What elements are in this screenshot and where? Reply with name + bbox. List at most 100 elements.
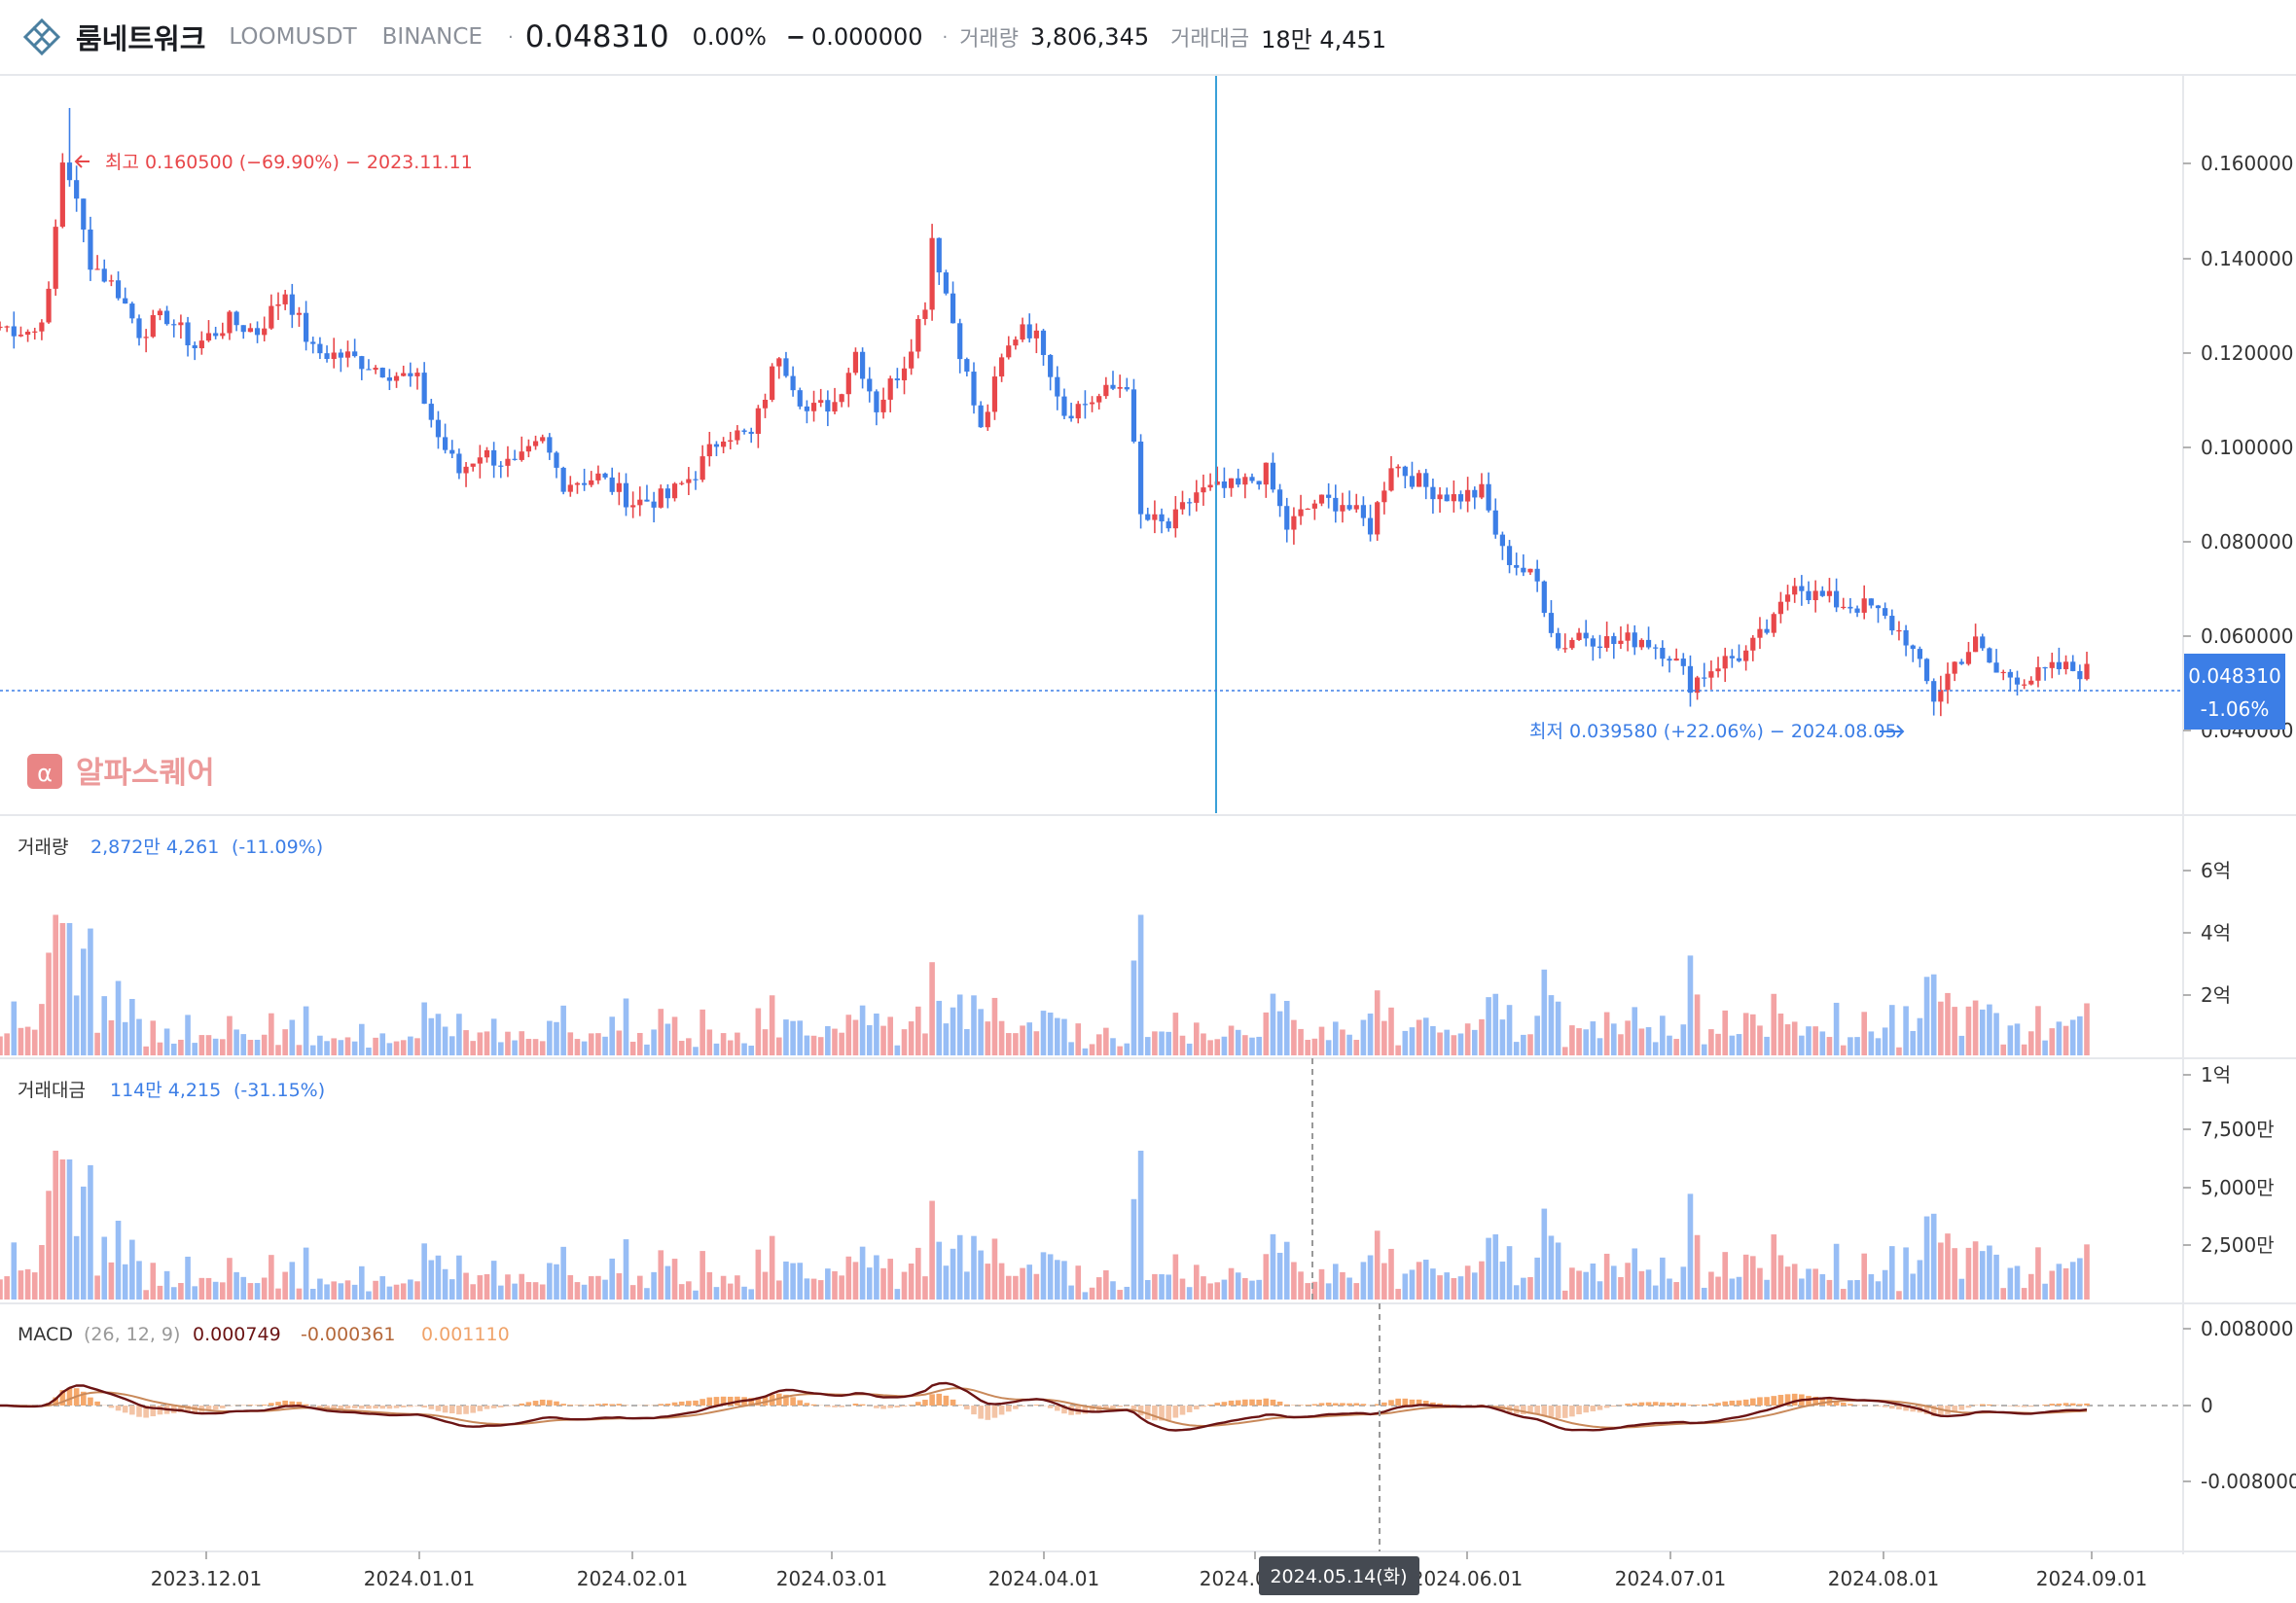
volume-bar	[46, 952, 52, 1055]
volume-bar	[1819, 1031, 1826, 1055]
macd-histogram-bar	[351, 1406, 358, 1408]
volume-bar	[1791, 1021, 1798, 1055]
volume-bar	[2063, 1025, 2069, 1055]
candle-body	[1187, 502, 1193, 504]
candle-body	[379, 368, 385, 378]
volume-bar	[629, 1041, 636, 1055]
trade-value-bar	[998, 1263, 1005, 1300]
volume-bar	[1673, 1039, 1679, 1055]
candle-body	[1388, 468, 1394, 491]
macd-histogram-bar	[2014, 1406, 2021, 1407]
volume-bar	[366, 1047, 372, 1055]
last-change-text: -1.06%	[2201, 697, 2270, 721]
time-axis-tick-label: 2024.07.01	[1615, 1567, 1727, 1590]
candle-body	[1055, 376, 1060, 397]
trade-value-bar	[150, 1263, 157, 1300]
trade-value-bar	[1166, 1274, 1171, 1300]
candle-body	[1145, 514, 1151, 520]
macd-histogram-bar	[88, 1397, 93, 1406]
crosshair-date-badge: 2024.05.14(화)	[1259, 1556, 1419, 1595]
candle-body	[630, 505, 636, 508]
volume-bar	[581, 1041, 588, 1055]
volume-bar	[825, 1025, 831, 1055]
time-axis-tick-label: 2024.06.01	[1412, 1567, 1524, 1590]
trade-value-bar	[233, 1271, 239, 1300]
macd-histogram-bar	[435, 1406, 442, 1411]
volume-bar	[1806, 1026, 1812, 1055]
candle-body	[1207, 484, 1213, 488]
macd-histogram-bar	[1979, 1404, 1986, 1406]
volume-bar	[832, 1028, 838, 1055]
macd-histogram-bar	[1276, 1401, 1283, 1406]
trade-value-bar	[136, 1261, 142, 1300]
volume-bar	[1541, 969, 1548, 1055]
trade-value-axis-tick-label: 2,500만	[2201, 1233, 2275, 1257]
macd-histogram-bar	[1444, 1404, 1450, 1406]
trade-value-bar	[282, 1271, 288, 1300]
volume-bar	[817, 1037, 824, 1055]
macd-histogram-bar	[66, 1387, 73, 1406]
volume-bar	[1430, 1025, 1436, 1055]
candle-body	[1061, 396, 1067, 416]
candle-body	[213, 333, 219, 337]
trade-value-bar	[2084, 1244, 2090, 1300]
candle-body	[880, 399, 886, 412]
trade-value-bar	[359, 1265, 365, 1300]
trade-value-bar	[1201, 1276, 1206, 1300]
candle-body	[2035, 666, 2041, 681]
candle-body	[1883, 608, 1888, 617]
volume-bar	[1833, 1002, 1840, 1055]
candle-body	[589, 480, 594, 485]
macd-histogram-bar	[1527, 1406, 1533, 1414]
macd-histogram-bar	[1430, 1402, 1436, 1406]
volume-bar	[1068, 1042, 1074, 1055]
candle-body	[247, 328, 253, 333]
trade-value-bar	[797, 1263, 804, 1300]
trade-value-bar	[1903, 1247, 1909, 1300]
volume-bar	[915, 1006, 921, 1055]
trade-value-bar	[1513, 1285, 1520, 1300]
volume-bar	[1958, 1035, 1965, 1055]
candle-body	[484, 449, 490, 458]
macd-histogram-bar	[929, 1394, 935, 1406]
chart-area[interactable]: 0.160000 0.140000 0.120000 0.100000 0.080000…	[0, 76, 2296, 1603]
candle-body	[1298, 509, 1304, 517]
volume-bar	[1276, 1011, 1283, 1055]
macd-histogram-bar	[2056, 1403, 2063, 1406]
trade-value-bar	[1270, 1233, 1276, 1300]
trade-value-bar	[108, 1262, 115, 1300]
volume-bar	[24, 1026, 31, 1055]
trade-value-bar	[24, 1268, 31, 1300]
trade-value-bar	[1555, 1242, 1561, 1300]
volume-bar	[1305, 1040, 1310, 1055]
trade-value-bar	[59, 1159, 66, 1300]
trade-value-bar	[1742, 1254, 1749, 1300]
macd-histogram-bar	[81, 1391, 87, 1406]
candle-body	[331, 352, 337, 360]
trade-value-bar	[762, 1271, 769, 1300]
candle-body	[11, 326, 17, 337]
macd-legend-hist: 0.001110	[421, 1324, 510, 1345]
macd-histogram-bar	[1632, 1403, 1638, 1406]
volume-bar	[31, 1029, 38, 1055]
volume-bar	[1026, 1022, 1032, 1055]
trade-value-bar	[755, 1249, 762, 1300]
trade-value-bar	[94, 1275, 100, 1300]
volume-bar	[1033, 1031, 1040, 1055]
volume-bar	[609, 1016, 615, 1055]
trade-value-bar	[1583, 1271, 1589, 1300]
candle-body	[1124, 387, 1130, 390]
candle-body	[1527, 568, 1533, 573]
volume-bar	[936, 1000, 943, 1055]
trade-value-bar	[1082, 1292, 1089, 1300]
macd-histogram-bar	[1840, 1403, 1847, 1406]
macd-histogram-bar	[185, 1406, 191, 1413]
volume-bar	[261, 1034, 268, 1055]
macd-histogram-bar	[94, 1401, 100, 1406]
volume-bar	[1715, 1033, 1721, 1055]
volume-bar	[735, 1032, 740, 1055]
macd-histogram-bar	[157, 1406, 163, 1415]
trade-value-bar	[2014, 1265, 2021, 1300]
trade-value-bar	[157, 1285, 163, 1300]
candle-body	[1277, 489, 1283, 507]
